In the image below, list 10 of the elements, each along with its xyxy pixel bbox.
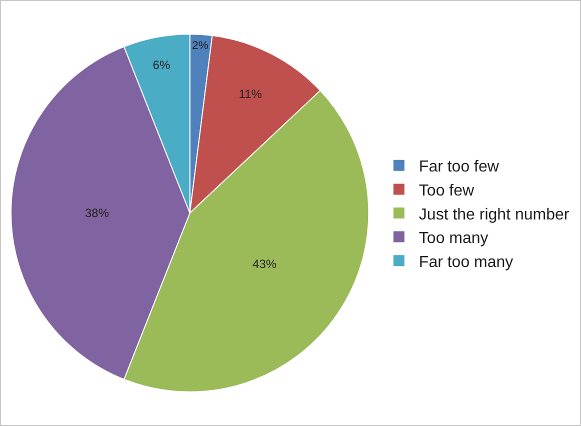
- data-label: 2%: [192, 40, 208, 52]
- data-label: 38%: [84, 206, 110, 220]
- legend-label: Far too few: [418, 158, 500, 176]
- legend-label: Far too many: [418, 254, 514, 271]
- data-label: 6%: [152, 58, 170, 72]
- data-label: 43%: [252, 256, 277, 271]
- legend-label: Too few: [418, 182, 475, 200]
- legend-label: Too many: [418, 230, 488, 248]
- data-label: 11%: [238, 86, 262, 101]
- legend-label: Just the right number: [418, 206, 570, 224]
